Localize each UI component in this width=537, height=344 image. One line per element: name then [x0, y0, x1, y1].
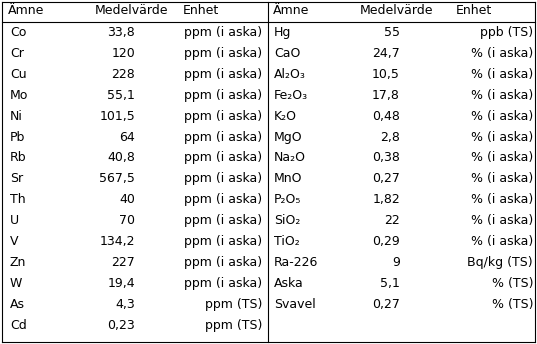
Text: 227: 227: [111, 256, 135, 269]
Text: % (i aska): % (i aska): [471, 151, 533, 164]
Text: 134,2: 134,2: [99, 235, 135, 248]
Text: 17,8: 17,8: [372, 89, 400, 102]
Text: MnO: MnO: [274, 172, 302, 185]
Text: % (i aska): % (i aska): [471, 47, 533, 60]
Text: % (i aska): % (i aska): [471, 172, 533, 185]
Text: 101,5: 101,5: [99, 110, 135, 122]
Text: % (i aska): % (i aska): [471, 89, 533, 102]
Text: SiO₂: SiO₂: [274, 214, 300, 227]
Text: CaO: CaO: [274, 47, 300, 60]
Text: Enhet: Enhet: [456, 4, 492, 18]
Text: Pb: Pb: [10, 130, 25, 143]
Text: Svavel: Svavel: [274, 298, 316, 311]
Text: Th: Th: [10, 193, 26, 206]
Text: ppm (i aska): ppm (i aska): [184, 47, 262, 60]
Text: % (i aska): % (i aska): [471, 68, 533, 81]
Text: ppm (i aska): ppm (i aska): [184, 68, 262, 81]
Text: P₂O₅: P₂O₅: [274, 193, 301, 206]
Text: 55: 55: [384, 26, 400, 39]
Text: U: U: [10, 214, 19, 227]
Text: Enhet: Enhet: [183, 4, 219, 18]
Text: V: V: [10, 235, 18, 248]
Text: 4,3: 4,3: [115, 298, 135, 311]
Text: ppm (i aska): ppm (i aska): [184, 130, 262, 143]
Text: W: W: [10, 277, 23, 290]
Text: Na₂O: Na₂O: [274, 151, 306, 164]
Text: MgO: MgO: [274, 130, 303, 143]
Text: Rb: Rb: [10, 151, 27, 164]
Text: ppm (TS): ppm (TS): [205, 298, 262, 311]
Text: 120: 120: [111, 47, 135, 60]
Text: Ni: Ni: [10, 110, 23, 122]
Text: 64: 64: [119, 130, 135, 143]
Text: K₂O: K₂O: [274, 110, 297, 122]
Text: 1,82: 1,82: [372, 193, 400, 206]
Text: Hg: Hg: [274, 26, 292, 39]
Text: ppm (i aska): ppm (i aska): [184, 214, 262, 227]
Text: Sr: Sr: [10, 172, 23, 185]
Text: ppm (i aska): ppm (i aska): [184, 256, 262, 269]
Text: ppm (i aska): ppm (i aska): [184, 89, 262, 102]
Text: Ämne: Ämne: [273, 4, 309, 18]
Text: 19,4: 19,4: [107, 277, 135, 290]
Text: Aska: Aska: [274, 277, 304, 290]
Text: Zn: Zn: [10, 256, 26, 269]
Text: Cd: Cd: [10, 319, 27, 332]
Text: 2,8: 2,8: [380, 130, 400, 143]
Text: 33,8: 33,8: [107, 26, 135, 39]
Text: 0,29: 0,29: [372, 235, 400, 248]
Text: 70: 70: [119, 214, 135, 227]
Text: 9: 9: [392, 256, 400, 269]
Text: ppm (i aska): ppm (i aska): [184, 172, 262, 185]
Text: 55,1: 55,1: [107, 89, 135, 102]
Text: ppm (i aska): ppm (i aska): [184, 110, 262, 122]
Text: Cr: Cr: [10, 47, 24, 60]
Text: 567,5: 567,5: [99, 172, 135, 185]
Text: Bq/kg (TS): Bq/kg (TS): [467, 256, 533, 269]
Text: 0,38: 0,38: [372, 151, 400, 164]
Text: % (TS): % (TS): [491, 298, 533, 311]
Text: % (i aska): % (i aska): [471, 193, 533, 206]
Text: % (i aska): % (i aska): [471, 110, 533, 122]
Text: 228: 228: [111, 68, 135, 81]
Text: ppb (TS): ppb (TS): [480, 26, 533, 39]
Text: 40: 40: [119, 193, 135, 206]
Text: % (i aska): % (i aska): [471, 235, 533, 248]
Text: % (i aska): % (i aska): [471, 130, 533, 143]
Text: 0,27: 0,27: [372, 298, 400, 311]
Text: ppm (i aska): ppm (i aska): [184, 277, 262, 290]
Text: ppm (TS): ppm (TS): [205, 319, 262, 332]
Text: Co: Co: [10, 26, 26, 39]
Text: ppm (i aska): ppm (i aska): [184, 193, 262, 206]
Text: Ra-226: Ra-226: [274, 256, 318, 269]
Text: 5,1: 5,1: [380, 277, 400, 290]
Text: Mo: Mo: [10, 89, 28, 102]
Text: 10,5: 10,5: [372, 68, 400, 81]
Text: Cu: Cu: [10, 68, 27, 81]
Text: 24,7: 24,7: [372, 47, 400, 60]
Text: ppm (i aska): ppm (i aska): [184, 235, 262, 248]
Text: 0,48: 0,48: [372, 110, 400, 122]
Text: Al₂O₃: Al₂O₃: [274, 68, 306, 81]
Text: Medelvärde: Medelvärde: [95, 4, 169, 18]
Text: % (i aska): % (i aska): [471, 214, 533, 227]
Text: ppm (i aska): ppm (i aska): [184, 151, 262, 164]
Text: As: As: [10, 298, 25, 311]
Text: Fe₂O₃: Fe₂O₃: [274, 89, 308, 102]
Text: Ämne: Ämne: [8, 4, 45, 18]
Text: % (TS): % (TS): [491, 277, 533, 290]
Text: 22: 22: [384, 214, 400, 227]
Text: Medelvärde: Medelvärde: [360, 4, 433, 18]
Text: ppm (i aska): ppm (i aska): [184, 26, 262, 39]
Text: TiO₂: TiO₂: [274, 235, 300, 248]
Text: 40,8: 40,8: [107, 151, 135, 164]
Text: 0,27: 0,27: [372, 172, 400, 185]
Text: 0,23: 0,23: [107, 319, 135, 332]
